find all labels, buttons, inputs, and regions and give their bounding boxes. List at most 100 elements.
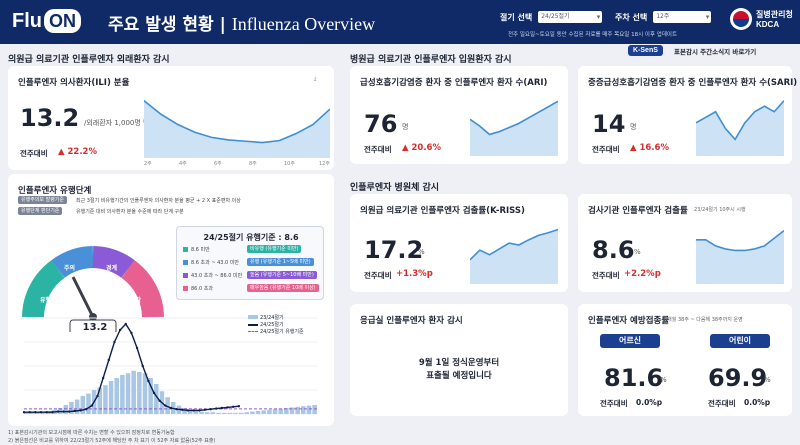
fluon-logo[interactable]: Flu ON xyxy=(12,8,81,34)
level-swatch xyxy=(183,247,188,252)
week-dropdown[interactable]: 12주 xyxy=(653,11,712,23)
top-header: Flu ON 주요 발생 현황 | Influenza Overview 절기 … xyxy=(0,0,800,44)
stage-card-title: 인플루엔자 유행단계 xyxy=(18,186,92,196)
level-stage-pill: 유행 (유행기준 1~5배 미만) xyxy=(247,258,314,266)
lab-unit: % xyxy=(634,248,641,256)
season-2324-bar xyxy=(216,412,221,414)
gauge-segment-3 xyxy=(92,246,135,279)
season-2425-point xyxy=(113,340,116,344)
ili-x-tick: 10주 xyxy=(284,161,295,167)
season-2425-point xyxy=(181,408,184,411)
ili-change-value: ▲ 22.2% xyxy=(58,147,97,157)
season-2425-point xyxy=(62,410,65,413)
ari-card: 급성호흡기감염증 환자 중 인플루엔자 환자 수(ARI) 76 명 전주대비 … xyxy=(350,66,568,164)
stage-legend-mid-text: 유행기준 대비 의사환자 분율 수준에 따라 단계 구분 xyxy=(76,209,184,215)
season-2324-bar xyxy=(131,370,136,414)
vaccination-children-unit: % xyxy=(764,376,771,384)
level-stage-pill: 비유행 (유행기준 미만) xyxy=(247,245,302,253)
legend-item-2425: 24/25절기 xyxy=(248,321,304,328)
lab-value: 8.6 xyxy=(592,236,635,264)
agency-name-korean: 질병관리청 xyxy=(756,10,793,19)
season-2425-point xyxy=(135,346,139,350)
season-2425-point xyxy=(28,411,31,414)
season-dropdown[interactable]: 24/25절기 xyxy=(538,11,603,23)
section-title-vaccination: 인플루엔자 예방접종률 xyxy=(588,316,670,326)
stage-legend-top-text: 최근 3절기 비유행기간의 인플루엔자 의사환자 분율 평균 + 2 X 표준편… xyxy=(76,198,241,204)
threshold-box: 24/25절기 유행기준 : 8.6 8.6 미만 비유행 (유행기준 미만) 8.… xyxy=(176,226,324,300)
season-2324-bar xyxy=(148,378,153,414)
season-2425-point xyxy=(51,411,54,414)
vaccination-children-change-value: 0.0%p xyxy=(744,398,771,407)
ari-series-line xyxy=(470,100,558,136)
riss-card: 의원급 의료기관 인플루엔자 검출률(K-RISS) 17.2 % 전주대비 +… xyxy=(350,194,568,292)
level-range: 43.0 초과 ~ 86.0 미만 xyxy=(191,273,243,279)
ksens-badge[interactable]: K-SenS xyxy=(628,45,663,56)
ili-download-icon[interactable]: ⤓ xyxy=(314,76,317,82)
section-title-hospitalized: 병원급 의료기관 인플루엔자 입원환자 감시 xyxy=(350,55,512,65)
ili-trend-chart xyxy=(144,100,330,158)
sari-change-label: 전주대비 xyxy=(592,145,620,154)
season-2425-point xyxy=(220,406,224,410)
ili-card: 인플루엔자 의사환자(ILI) 분율 ⤓ 13.2 /외래환자 1,000명 당… xyxy=(8,66,334,170)
season-2425-point xyxy=(175,408,178,411)
season-2324-bar xyxy=(137,372,142,414)
ili-series-line xyxy=(144,100,330,144)
ili-value: 13.2 xyxy=(20,104,80,132)
ari-change-value: ▲ 20.6% xyxy=(402,143,441,153)
stage-legend-mid-pill: 유행단계 판단기준 xyxy=(18,207,63,215)
legend-item-2324: 23/24절기 xyxy=(248,314,304,321)
level-range: 86.0 초과 xyxy=(191,286,213,292)
ari-value: 76 xyxy=(364,110,398,138)
season-2425-point xyxy=(84,408,88,411)
season-2425-point xyxy=(34,411,37,414)
season-2324-bar xyxy=(24,412,29,414)
level-swatch xyxy=(183,273,188,278)
lab-card-note: 23/24절기 10주시 시행 xyxy=(694,207,746,213)
sari-trend-chart xyxy=(696,100,784,156)
season-2425-point xyxy=(203,408,207,411)
vaccination-elderly-change-value: 0.0%p xyxy=(636,398,663,407)
season-2324-bar xyxy=(187,409,193,414)
page-title-english: Influenza Overview xyxy=(231,14,376,34)
ksens-newsletter-link[interactable]: 표본감시 주간소식지 바로가기 xyxy=(674,48,757,56)
season-2324-bar xyxy=(227,412,233,414)
week-selector: 주차 선택 12주 xyxy=(615,10,712,24)
ili-x-tick: 6주 xyxy=(214,161,222,167)
season-2324-bar xyxy=(120,375,125,414)
lab-change-label: 전주대비 xyxy=(592,271,620,280)
gauge-segment-2 xyxy=(51,246,94,279)
season-2425-point xyxy=(169,406,173,410)
sari-card-title: 중증급성호흡기감염증 환자 중 인플루엔자 환자 수(SARI) xyxy=(588,78,798,88)
ari-series-area xyxy=(470,101,558,156)
kdca-logo[interactable]: 질병관리청 KDCA xyxy=(730,8,793,30)
section-title-emergency: 응급실 인플루엔자 환자 감시 xyxy=(360,316,463,326)
season-2324-bar xyxy=(80,396,86,414)
season-2324-bar xyxy=(63,405,69,414)
vaccination-card: 인플루엔자 예방접종률 6개월 38주 ~ 다음해 38주까지 운영 어르신 8… xyxy=(578,304,792,416)
season-2425-point xyxy=(141,364,144,368)
ari-change-label: 전주대비 xyxy=(364,145,392,154)
season-2324-bar xyxy=(29,412,35,414)
season-2425-point xyxy=(237,405,241,408)
vaccination-elderly-label: 어르신 xyxy=(600,334,660,348)
season-2425-point xyxy=(198,409,201,412)
season-2324-bar xyxy=(108,381,114,414)
season-2425-point xyxy=(68,410,71,413)
gauge-segment-1 xyxy=(22,260,65,318)
lab-change-value: +2.2%p xyxy=(624,269,661,279)
season-2324-bar xyxy=(233,412,238,414)
season-2425-point xyxy=(152,391,156,395)
season-2425-point xyxy=(186,409,190,412)
season-2425-point xyxy=(215,407,218,410)
sari-change-value: ▲ 16.6% xyxy=(630,143,669,153)
vaccination-elderly-change-label: 전주대비 xyxy=(600,399,628,408)
level-swatch xyxy=(183,286,188,291)
page-title-korean: 주요 발생 현황 | xyxy=(108,15,232,35)
footnote-1: 1) 표본감시기관의 보고시점에 따른 수치는 변할 수 있으며 잠정치로 변동… xyxy=(8,430,175,436)
riss-change-label: 전주대비 xyxy=(364,271,392,280)
season-2324-bar xyxy=(210,412,216,414)
season-2425-point xyxy=(209,408,212,411)
riss-value: 17.2 xyxy=(364,236,424,264)
gauge-value-box xyxy=(69,319,117,332)
gauge-value: 13.2 xyxy=(82,322,108,333)
